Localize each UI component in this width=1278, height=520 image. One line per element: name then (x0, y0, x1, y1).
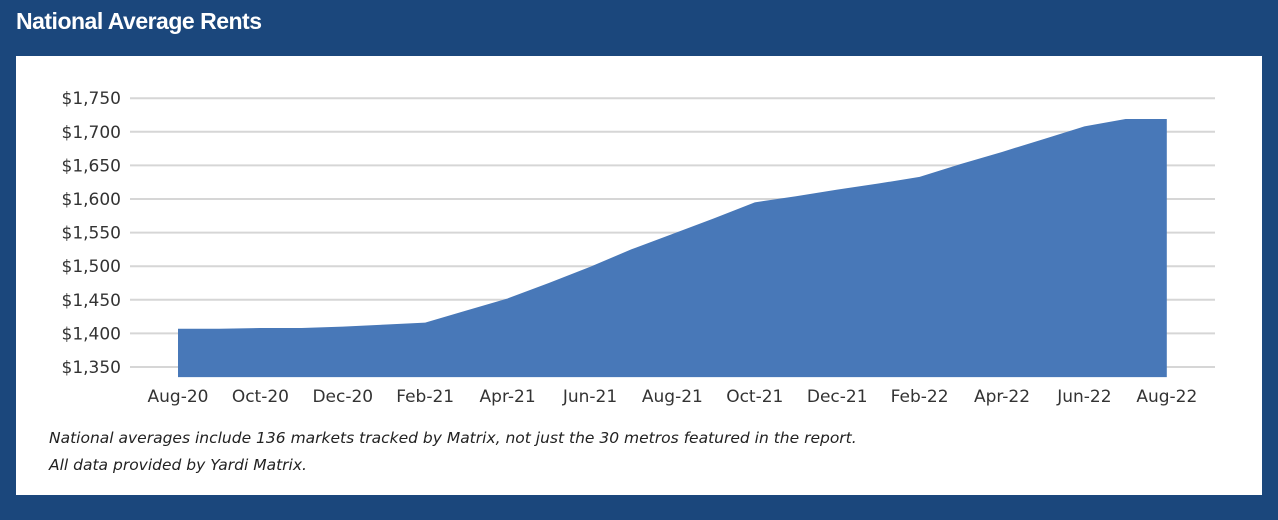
y-tick-label: $1,400 (62, 324, 121, 344)
x-tick-label: Apr-21 (480, 387, 536, 407)
chart-title: National Average Rents (16, 8, 262, 34)
x-tick-label: Oct-20 (232, 387, 289, 407)
x-tick-label: Oct-21 (726, 387, 783, 407)
y-tick-label: $1,700 (62, 123, 121, 143)
y-tick-label: $1,500 (62, 257, 121, 277)
footnote-markets: National averages include 136 markets tr… (49, 429, 857, 447)
footnote-source: All data provided by Yardi Matrix. (49, 456, 307, 474)
x-tick-label: Dec-20 (312, 387, 373, 407)
x-tick-label: Aug-22 (1136, 387, 1197, 407)
x-tick-label: Aug-20 (148, 387, 209, 407)
y-tick-label: $1,750 (62, 89, 121, 109)
x-tick-label: Apr-22 (974, 387, 1030, 407)
x-tick-label: Jun-22 (1056, 387, 1111, 407)
area-series (178, 119, 1167, 378)
y-tick-label: $1,350 (62, 358, 121, 378)
y-tick-label: $1,550 (62, 224, 121, 244)
y-tick-label: $1,650 (62, 156, 121, 176)
y-tick-label: $1,600 (62, 190, 121, 210)
x-tick-label: Aug-21 (642, 387, 703, 407)
x-tick-label: Dec-21 (807, 387, 868, 407)
x-tick-label: Feb-22 (891, 387, 949, 407)
y-tick-label: $1,450 (62, 291, 121, 311)
x-tick-label: Jun-21 (562, 387, 617, 407)
x-tick-label: Feb-21 (396, 387, 454, 407)
